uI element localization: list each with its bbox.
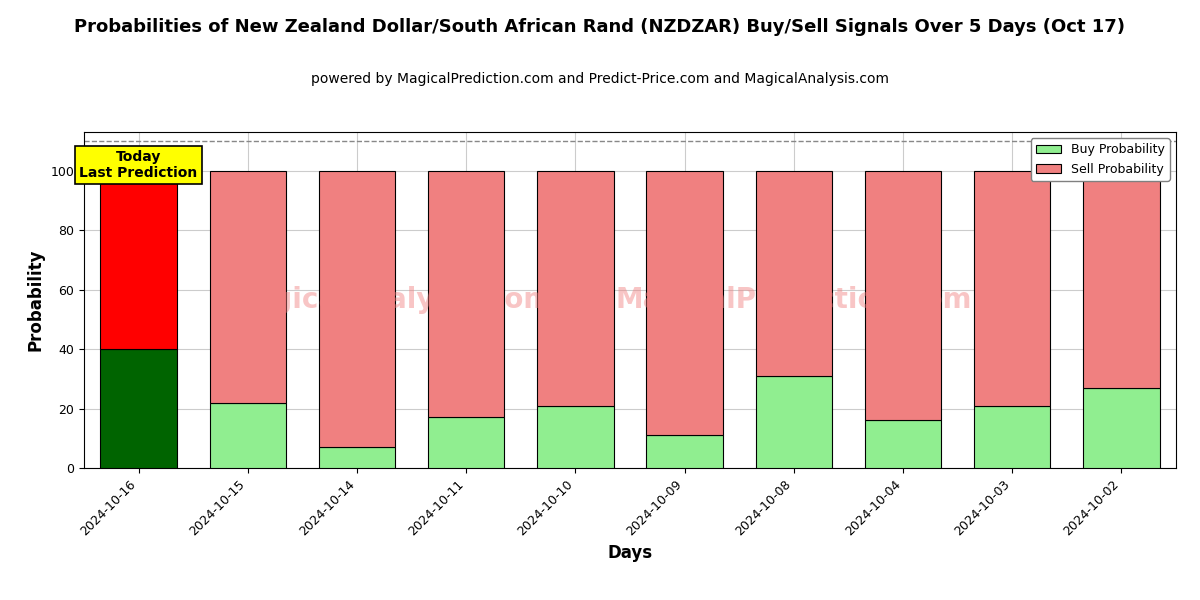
Bar (974, 170, 1050, 406)
Bar (101, 170, 176, 349)
Bar (865, 421, 941, 468)
Bar (756, 170, 832, 376)
Bar (428, 170, 504, 418)
X-axis label: Days: Days (607, 544, 653, 562)
Bar (647, 435, 722, 468)
Bar (101, 349, 176, 468)
Bar (1084, 170, 1159, 388)
Bar (210, 403, 286, 468)
Bar (756, 376, 832, 468)
Text: Today
Last Prediction: Today Last Prediction (79, 150, 198, 180)
Bar (319, 170, 395, 447)
Text: powered by MagicalPrediction.com and Predict-Price.com and MagicalAnalysis.com: powered by MagicalPrediction.com and Pre… (311, 72, 889, 86)
Legend: Buy Probability, Sell Probability: Buy Probability, Sell Probability (1031, 138, 1170, 181)
Bar (538, 406, 613, 468)
Bar (538, 170, 613, 406)
Text: Probabilities of New Zealand Dollar/South African Rand (NZDZAR) Buy/Sell Signals: Probabilities of New Zealand Dollar/Sout… (74, 18, 1126, 36)
Bar (428, 418, 504, 468)
Bar (1084, 388, 1159, 468)
Bar (865, 170, 941, 421)
Text: MagicalAnalysis.com: MagicalAnalysis.com (227, 286, 553, 314)
Bar (210, 170, 286, 403)
Text: MagicalPrediction.com: MagicalPrediction.com (616, 286, 972, 314)
Bar (647, 170, 722, 435)
Bar (319, 447, 395, 468)
Bar (974, 406, 1050, 468)
Y-axis label: Probability: Probability (26, 249, 44, 351)
